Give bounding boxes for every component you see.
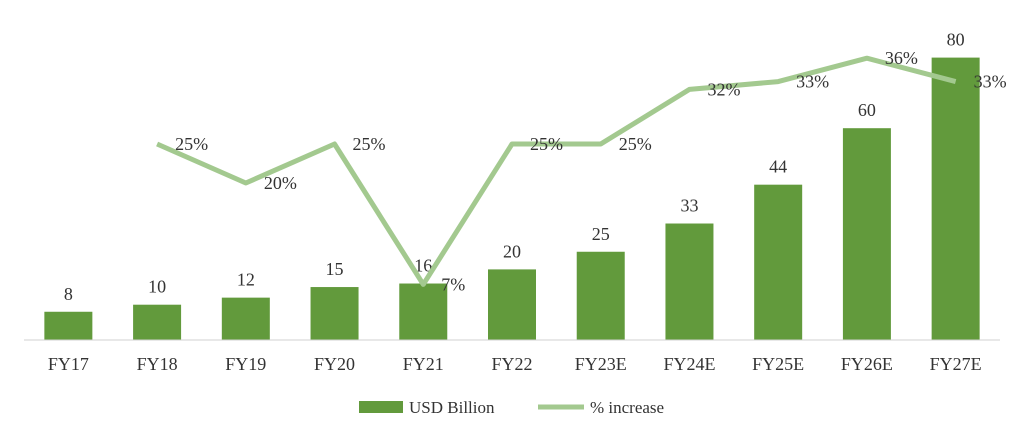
line-path xyxy=(156,55,957,287)
x-tick-label: FY25E xyxy=(752,354,804,374)
bar xyxy=(399,283,448,340)
line-value-label: 32% xyxy=(707,79,740,99)
line-value-label: 20% xyxy=(264,173,297,193)
x-tick-label: FY19 xyxy=(225,354,266,374)
line-value-label: 25% xyxy=(175,134,208,154)
legend: USD Billion % increase xyxy=(359,398,664,417)
x-tick-label: FY21 xyxy=(403,354,444,374)
bar xyxy=(754,184,803,340)
bar-value-label: 20 xyxy=(503,241,521,261)
bar-value-label: 33 xyxy=(680,196,698,216)
line-value-label: 25% xyxy=(353,134,386,154)
bar-value-label: 80 xyxy=(947,30,965,50)
bar-series xyxy=(44,57,980,340)
bar-value-label: 25 xyxy=(592,224,610,244)
bar xyxy=(310,287,359,340)
x-tick-label: FY24E xyxy=(663,354,715,374)
x-tick-label: FY23E xyxy=(575,354,627,374)
bar xyxy=(931,57,980,340)
line-value-label: 7% xyxy=(441,274,465,294)
x-tick-label: FY26E xyxy=(841,354,893,374)
x-tick-label: FY20 xyxy=(314,354,355,374)
line-value-label: 25% xyxy=(619,134,652,154)
bar-value-label: 15 xyxy=(326,259,344,279)
x-axis-tick-labels: FY17 FY18 FY19 FY20 FY21 FY22 FY23E FY24E FY25E F… xyxy=(48,354,982,374)
legend-label-line: % increase xyxy=(590,398,664,417)
line-value-label: 25% xyxy=(530,134,563,154)
bar-value-label: 8 xyxy=(64,284,73,304)
bar xyxy=(488,269,536,340)
bar xyxy=(133,304,182,340)
legend-swatch-bar xyxy=(359,401,403,413)
bar-value-label: 12 xyxy=(237,270,255,290)
bar xyxy=(665,223,714,340)
line-series xyxy=(156,55,957,287)
x-tick-label: FY18 xyxy=(137,354,178,374)
bar-value-labels: 8 10 12 15 16 20 25 33 44 60 80 xyxy=(64,30,965,304)
legend-label-bar: USD Billion xyxy=(409,398,495,417)
line-value-label: 33% xyxy=(796,72,829,92)
bar xyxy=(576,251,625,340)
line-value-label: 33% xyxy=(974,72,1007,92)
bar-value-label: 10 xyxy=(148,277,166,297)
bar-value-label: 44 xyxy=(769,157,787,177)
x-tick-label: FY22 xyxy=(491,354,532,374)
bar xyxy=(44,311,93,340)
line-value-labels: 25% 20% 25% 7% 25% 25% 32% 33% 36% 33% xyxy=(175,48,1007,294)
x-tick-label: FY27E xyxy=(930,354,982,374)
line-value-label: 36% xyxy=(885,48,918,68)
x-tick-label: FY17 xyxy=(48,354,89,374)
bar-value-label: 60 xyxy=(858,100,876,120)
bar xyxy=(221,297,270,340)
bar xyxy=(842,128,891,340)
bar-value-label: 16 xyxy=(414,256,432,276)
